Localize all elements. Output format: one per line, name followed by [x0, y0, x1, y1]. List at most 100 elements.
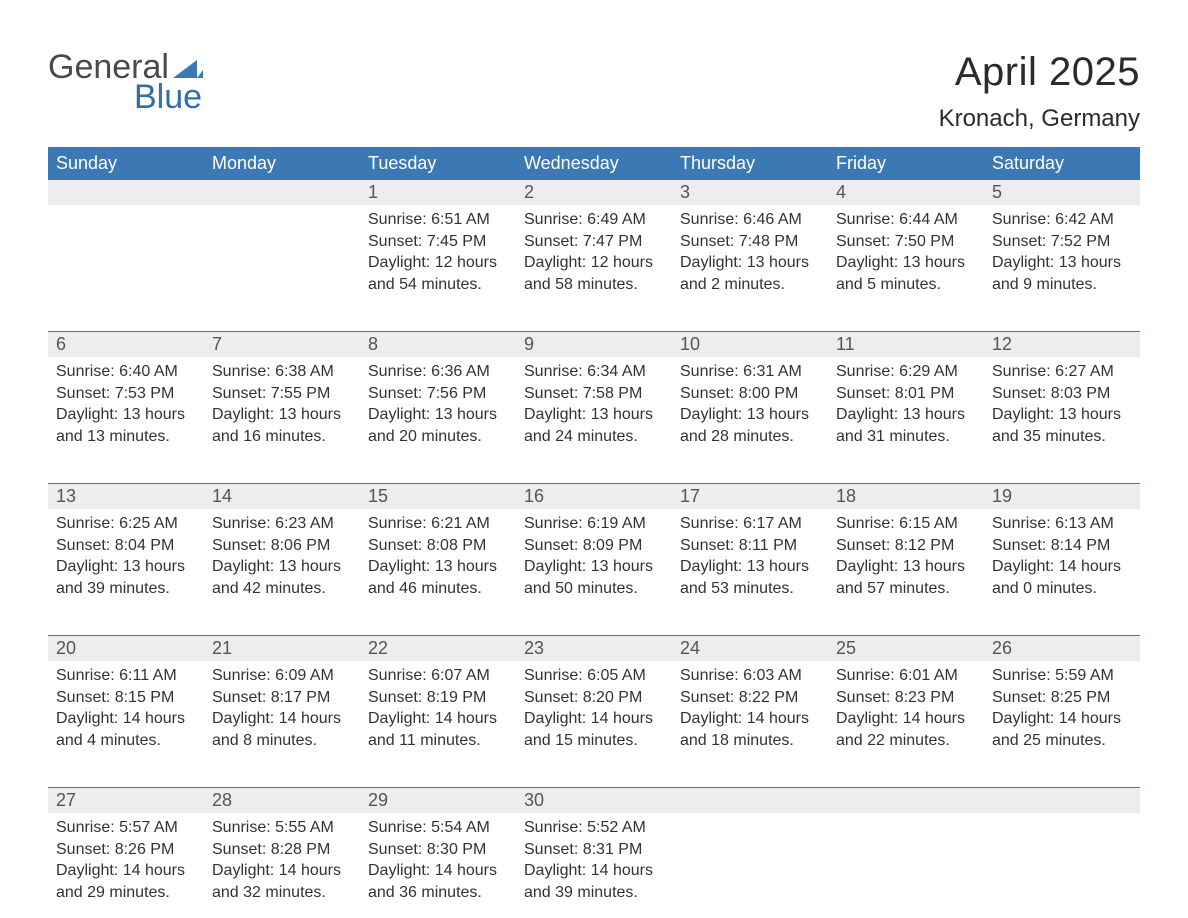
sunrise-text: Sunrise: 5:57 AM	[56, 817, 196, 839]
sunset-text: Sunset: 8:11 PM	[680, 535, 820, 557]
date-cell: 8	[360, 332, 516, 357]
sunrise-text: Sunrise: 6:11 AM	[56, 665, 196, 687]
day-cell: Sunrise: 6:40 AMSunset: 7:53 PMDaylight:…	[48, 357, 204, 457]
sunset-text: Sunset: 7:47 PM	[524, 231, 664, 253]
daylight-text: Daylight: 14 hours and 32 minutes.	[212, 860, 352, 903]
sunrise-text: Sunrise: 6:05 AM	[524, 665, 664, 687]
daylight-text: Daylight: 14 hours and 4 minutes.	[56, 708, 196, 751]
date-row: 13141516171819	[48, 484, 1140, 509]
date-cell: 21	[204, 636, 360, 661]
sunrise-text: Sunrise: 6:34 AM	[524, 361, 664, 383]
sunset-text: Sunset: 8:23 PM	[836, 687, 976, 709]
day-cell: Sunrise: 6:42 AMSunset: 7:52 PMDaylight:…	[984, 205, 1140, 305]
day-cell	[48, 205, 204, 305]
date-row: 20212223242526	[48, 636, 1140, 661]
date-cell: 24	[672, 636, 828, 661]
daylight-text: Daylight: 13 hours and 20 minutes.	[368, 404, 508, 447]
day-cell: Sunrise: 6:01 AMSunset: 8:23 PMDaylight:…	[828, 661, 984, 761]
sunset-text: Sunset: 8:31 PM	[524, 839, 664, 861]
daylight-text: Daylight: 14 hours and 25 minutes.	[992, 708, 1132, 751]
sunset-text: Sunset: 8:25 PM	[992, 687, 1132, 709]
sunset-text: Sunset: 8:28 PM	[212, 839, 352, 861]
sunset-text: Sunset: 8:26 PM	[56, 839, 196, 861]
sunrise-text: Sunrise: 6:49 AM	[524, 209, 664, 231]
calendar: Sunday Monday Tuesday Wednesday Thursday…	[48, 147, 1140, 913]
day-cell	[984, 813, 1140, 913]
day-cell: Sunrise: 6:46 AMSunset: 7:48 PMDaylight:…	[672, 205, 828, 305]
sunrise-text: Sunrise: 6:36 AM	[368, 361, 508, 383]
sunset-text: Sunset: 8:30 PM	[368, 839, 508, 861]
sunset-text: Sunset: 7:45 PM	[368, 231, 508, 253]
day-header-sat: Saturday	[984, 147, 1140, 180]
daylight-text: Daylight: 13 hours and 2 minutes.	[680, 252, 820, 295]
day-cell: Sunrise: 6:03 AMSunset: 8:22 PMDaylight:…	[672, 661, 828, 761]
date-cell: 4	[828, 180, 984, 205]
weeks-container: 12345Sunrise: 6:51 AMSunset: 7:45 PMDayl…	[48, 180, 1140, 913]
day-cell: Sunrise: 6:07 AMSunset: 8:19 PMDaylight:…	[360, 661, 516, 761]
day-cell	[672, 813, 828, 913]
content-row: Sunrise: 6:40 AMSunset: 7:53 PMDaylight:…	[48, 357, 1140, 457]
date-cell: 20	[48, 636, 204, 661]
sunrise-text: Sunrise: 6:01 AM	[836, 665, 976, 687]
date-cell: 17	[672, 484, 828, 509]
date-cell: 13	[48, 484, 204, 509]
day-cell: Sunrise: 5:54 AMSunset: 8:30 PMDaylight:…	[360, 813, 516, 913]
day-cell: Sunrise: 6:34 AMSunset: 7:58 PMDaylight:…	[516, 357, 672, 457]
date-cell: 19	[984, 484, 1140, 509]
logo: General Blue	[48, 50, 203, 117]
sunset-text: Sunset: 8:06 PM	[212, 535, 352, 557]
sunrise-text: Sunrise: 6:51 AM	[368, 209, 508, 231]
day-cell: Sunrise: 6:23 AMSunset: 8:06 PMDaylight:…	[204, 509, 360, 609]
daylight-text: Daylight: 14 hours and 39 minutes.	[524, 860, 664, 903]
sunset-text: Sunset: 7:52 PM	[992, 231, 1132, 253]
day-header-sun: Sunday	[48, 147, 204, 180]
day-cell	[828, 813, 984, 913]
day-cell: Sunrise: 5:59 AMSunset: 8:25 PMDaylight:…	[984, 661, 1140, 761]
day-cell: Sunrise: 5:57 AMSunset: 8:26 PMDaylight:…	[48, 813, 204, 913]
sunset-text: Sunset: 7:55 PM	[212, 383, 352, 405]
day-header-wed: Wednesday	[516, 147, 672, 180]
week-row: 6789101112Sunrise: 6:40 AMSunset: 7:53 P…	[48, 331, 1140, 457]
sunset-text: Sunset: 7:48 PM	[680, 231, 820, 253]
sunrise-text: Sunrise: 6:13 AM	[992, 513, 1132, 535]
sunrise-text: Sunrise: 6:29 AM	[836, 361, 976, 383]
day-cell: Sunrise: 6:44 AMSunset: 7:50 PMDaylight:…	[828, 205, 984, 305]
sunrise-text: Sunrise: 6:27 AM	[992, 361, 1132, 383]
date-cell	[204, 180, 360, 205]
date-cell: 3	[672, 180, 828, 205]
sunrise-text: Sunrise: 6:03 AM	[680, 665, 820, 687]
content-row: Sunrise: 6:25 AMSunset: 8:04 PMDaylight:…	[48, 509, 1140, 609]
content-row: Sunrise: 5:57 AMSunset: 8:26 PM Daylight:…	[48, 813, 1140, 913]
date-cell: 18	[828, 484, 984, 509]
daylight-text: Daylight: 13 hours and 53 minutes.	[680, 556, 820, 599]
sunset-text: Sunset: 8:08 PM	[368, 535, 508, 557]
date-cell: 11	[828, 332, 984, 357]
day-header-row: Sunday Monday Tuesday Wednesday Thursday…	[48, 147, 1140, 180]
daylight-text: Daylight: 14 hours and 15 minutes.	[524, 708, 664, 751]
sunrise-text: Sunrise: 6:17 AM	[680, 513, 820, 535]
daylight-text: Daylight: 14 hours and 8 minutes.	[212, 708, 352, 751]
sunset-text: Sunset: 8:20 PM	[524, 687, 664, 709]
date-cell: 27	[48, 788, 204, 813]
sunrise-text: Sunrise: 6:23 AM	[212, 513, 352, 535]
content-row: Sunrise: 6:11 AMSunset: 8:15 PMDaylight:…	[48, 661, 1140, 761]
daylight-text: Daylight: 13 hours and 16 minutes.	[212, 404, 352, 447]
daylight-text: Daylight: 13 hours and 24 minutes.	[524, 404, 664, 447]
daylight-text: Daylight: 14 hours and 0 minutes.	[992, 556, 1132, 599]
date-cell: 1	[360, 180, 516, 205]
day-cell: Sunrise: 6:19 AMSunset: 8:09 PMDaylight:…	[516, 509, 672, 609]
day-cell: Sunrise: 6:38 AMSunset: 7:55 PMDaylight:…	[204, 357, 360, 457]
day-cell: Sunrise: 6:11 AMSunset: 8:15 PMDaylight:…	[48, 661, 204, 761]
sunset-text: Sunset: 8:03 PM	[992, 383, 1132, 405]
sunset-text: Sunset: 8:19 PM	[368, 687, 508, 709]
daylight-text: Daylight: 13 hours and 35 minutes.	[992, 404, 1132, 447]
day-cell: Sunrise: 6:05 AMSunset: 8:20 PMDaylight:…	[516, 661, 672, 761]
day-cell: Sunrise: 6:29 AMSunset: 8:01 PMDaylight:…	[828, 357, 984, 457]
date-cell: 7	[204, 332, 360, 357]
date-cell: 5	[984, 180, 1140, 205]
day-header-tue: Tuesday	[360, 147, 516, 180]
day-cell: Sunrise: 6:09 AMSunset: 8:17 PMDaylight:…	[204, 661, 360, 761]
daylight-text: Daylight: 13 hours and 5 minutes.	[836, 252, 976, 295]
daylight-text: Daylight: 13 hours and 39 minutes.	[56, 556, 196, 599]
sunset-text: Sunset: 8:09 PM	[524, 535, 664, 557]
